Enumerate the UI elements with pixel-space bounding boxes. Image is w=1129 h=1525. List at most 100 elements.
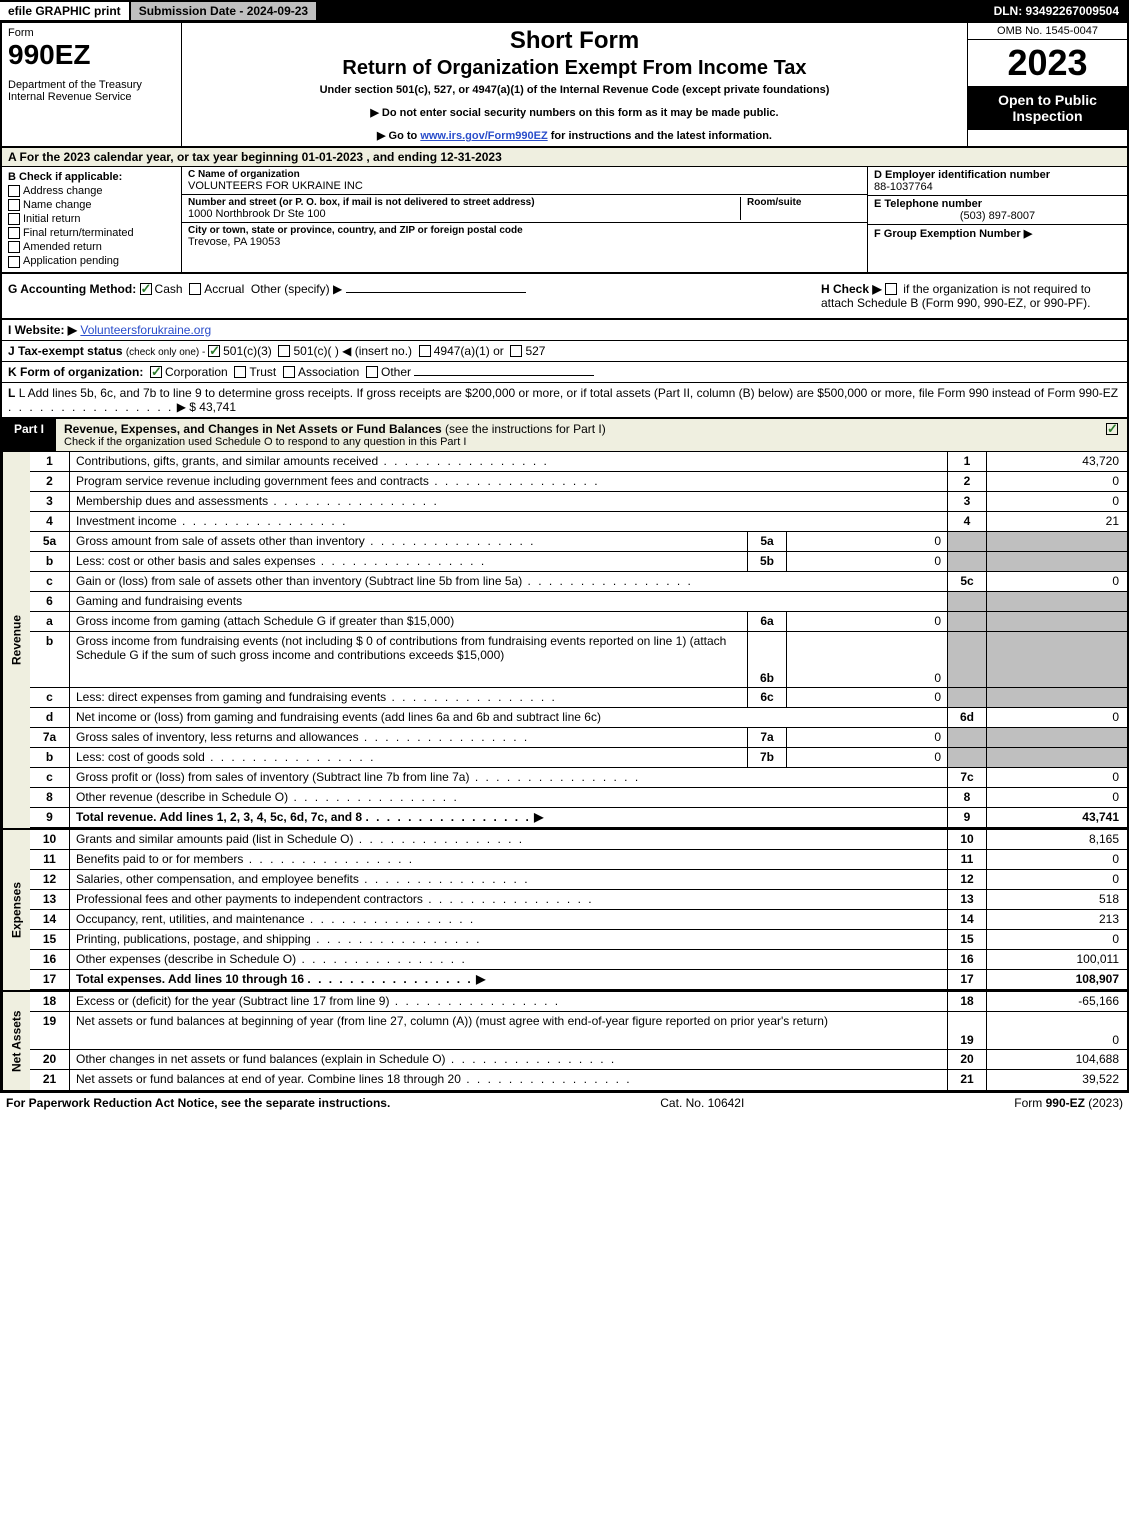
phone-label: E Telephone number [874, 198, 1121, 210]
part1-header: Part I Revenue, Expenses, and Changes in… [0, 419, 1129, 452]
line-5b-value: 0 [787, 552, 947, 571]
line-5c-value: 0 [987, 572, 1127, 591]
checkbox-schedule-o[interactable] [1106, 423, 1118, 435]
line-16-desc: Other expenses (describe in Schedule O) [70, 950, 947, 969]
checkbox-amended-return[interactable]: Amended return [8, 241, 175, 253]
line-10-value: 8,165 [987, 830, 1127, 849]
department-label: Department of the Treasury Internal Reve… [8, 79, 175, 103]
form-header: Form 990EZ Department of the Treasury In… [0, 22, 1129, 148]
header-left: Form 990EZ Department of the Treasury In… [2, 23, 182, 146]
line-5c-desc: Gain or (loss) from sale of assets other… [70, 572, 947, 591]
line-6a-value: 0 [787, 612, 947, 631]
line-9-value: 43,741 [987, 808, 1127, 827]
line-13-desc: Professional fees and other payments to … [70, 890, 947, 909]
checkbox-corporation[interactable] [150, 366, 162, 378]
street-label: Number and street (or P. O. box, if mail… [188, 197, 734, 208]
footer-left: For Paperwork Reduction Act Notice, see … [6, 1096, 390, 1110]
part1-grid: Revenue 1Contributions, gifts, grants, a… [0, 452, 1129, 1092]
header-center: Short Form Return of Organization Exempt… [182, 23, 967, 146]
line-7b-value: 0 [787, 748, 947, 767]
side-label-netassets: Net Assets [2, 992, 30, 1090]
org-name: VOLUNTEERS FOR UKRAINE INC [188, 180, 861, 192]
h-label: H Check ▶ [821, 282, 882, 296]
line-11-desc: Benefits paid to or for members [70, 850, 947, 869]
line-6d-value: 0 [987, 708, 1127, 727]
part1-tab: Part I [2, 419, 56, 451]
line-7a-value: 0 [787, 728, 947, 747]
checkbox-4947[interactable] [419, 345, 431, 357]
line-6c-desc: Less: direct expenses from gaming and fu… [70, 688, 747, 707]
footer-mid: Cat. No. 10642I [660, 1096, 744, 1110]
line-5a-desc: Gross amount from sale of assets other t… [70, 532, 747, 551]
section-a: A For the 2023 calendar year, or tax yea… [0, 148, 1129, 166]
website-link[interactable]: Volunteersforukraine.org [80, 323, 211, 337]
checkbox-address-change[interactable]: Address change [8, 185, 175, 197]
line-16-value: 100,011 [987, 950, 1127, 969]
line-11-value: 0 [987, 850, 1127, 869]
checkbox-527[interactable] [510, 345, 522, 357]
row-j: J Tax-exempt status (check only one) - 5… [0, 341, 1129, 362]
line-17-value: 108,907 [987, 970, 1127, 989]
row-i: I Website: ▶ Volunteersforukraine.org [0, 320, 1129, 341]
form-number: 990EZ [8, 39, 175, 71]
checkbox-501c[interactable] [278, 345, 290, 357]
checkbox-schedule-b[interactable] [885, 283, 897, 295]
city-label: City or town, state or province, country… [188, 225, 861, 236]
line-3-value: 0 [987, 492, 1127, 511]
line-21-desc: Net assets or fund balances at end of ye… [70, 1070, 947, 1090]
goto-note: ▶ Go to www.irs.gov/Form990EZ for instru… [190, 129, 959, 142]
irs-link[interactable]: www.irs.gov/Form990EZ [420, 130, 547, 142]
line-2-desc: Program service revenue including govern… [70, 472, 947, 491]
line-14-desc: Occupancy, rent, utilities, and maintena… [70, 910, 947, 929]
accounting-label: G Accounting Method: [8, 282, 136, 296]
checkbox-accrual[interactable] [189, 283, 201, 295]
line-1-desc: Contributions, gifts, grants, and simila… [70, 452, 947, 471]
line-10-desc: Grants and similar amounts paid (list in… [70, 830, 947, 849]
line-7a-desc: Gross sales of inventory, less returns a… [70, 728, 747, 747]
room-label: Room/suite [747, 197, 861, 208]
checkbox-association[interactable] [283, 366, 295, 378]
line-6b-value: 0 [787, 632, 947, 687]
row-g-h: G Accounting Method: Cash Accrual Other … [0, 274, 1129, 320]
city-value: Trevose, PA 19053 [188, 236, 861, 248]
checkbox-trust[interactable] [234, 366, 246, 378]
checkbox-final-return[interactable]: Final return/terminated [8, 227, 175, 239]
ein-value: 88-1037764 [874, 181, 1121, 193]
line-6b-desc: Gross income from fundraising events (no… [70, 632, 747, 687]
line-5a-value: 0 [787, 532, 947, 551]
line-15-value: 0 [987, 930, 1127, 949]
checkbox-other[interactable] [366, 366, 378, 378]
line-13-value: 518 [987, 890, 1127, 909]
line-8-value: 0 [987, 788, 1127, 807]
form-label: Form [8, 27, 175, 39]
line-7b-desc: Less: cost of goods sold [70, 748, 747, 767]
checkbox-name-change[interactable]: Name change [8, 199, 175, 211]
line-18-value: -65,166 [987, 992, 1127, 1011]
line-12-value: 0 [987, 870, 1127, 889]
gross-receipts: 43,741 [199, 400, 236, 414]
line-6a-desc: Gross income from gaming (attach Schedul… [70, 612, 747, 631]
side-label-revenue: Revenue [2, 452, 30, 828]
efile-label: efile GRAPHIC print [0, 2, 129, 20]
line-15-desc: Printing, publications, postage, and shi… [70, 930, 947, 949]
other-org-line[interactable] [414, 375, 594, 376]
org-name-label: C Name of organization [188, 169, 861, 180]
section-d-e-f: D Employer identification number 88-1037… [867, 167, 1127, 272]
other-specify-line[interactable] [346, 292, 526, 293]
line-18-desc: Excess or (deficit) for the year (Subtra… [70, 992, 947, 1011]
section-g: G Accounting Method: Cash Accrual Other … [8, 282, 821, 310]
checkbox-cash[interactable] [140, 283, 152, 295]
checkbox-501c3[interactable] [208, 345, 220, 357]
line-6c-value: 0 [787, 688, 947, 707]
line-14-value: 213 [987, 910, 1127, 929]
tax-year: 2023 [968, 40, 1127, 86]
form-subtitle: Under section 501(c), 527, or 4947(a)(1)… [190, 84, 959, 96]
section-c: C Name of organization VOLUNTEERS FOR UK… [182, 167, 867, 272]
ein-label: D Employer identification number [874, 169, 1121, 181]
street-value: 1000 Northbrook Dr Ste 100 [188, 208, 734, 220]
row-k: K Form of organization: Corporation Trus… [0, 362, 1129, 383]
line-19-value: 0 [987, 1012, 1127, 1049]
checkbox-application-pending[interactable]: Application pending [8, 255, 175, 267]
open-to-public: Open to Public Inspection [968, 86, 1127, 130]
checkbox-initial-return[interactable]: Initial return [8, 213, 175, 225]
